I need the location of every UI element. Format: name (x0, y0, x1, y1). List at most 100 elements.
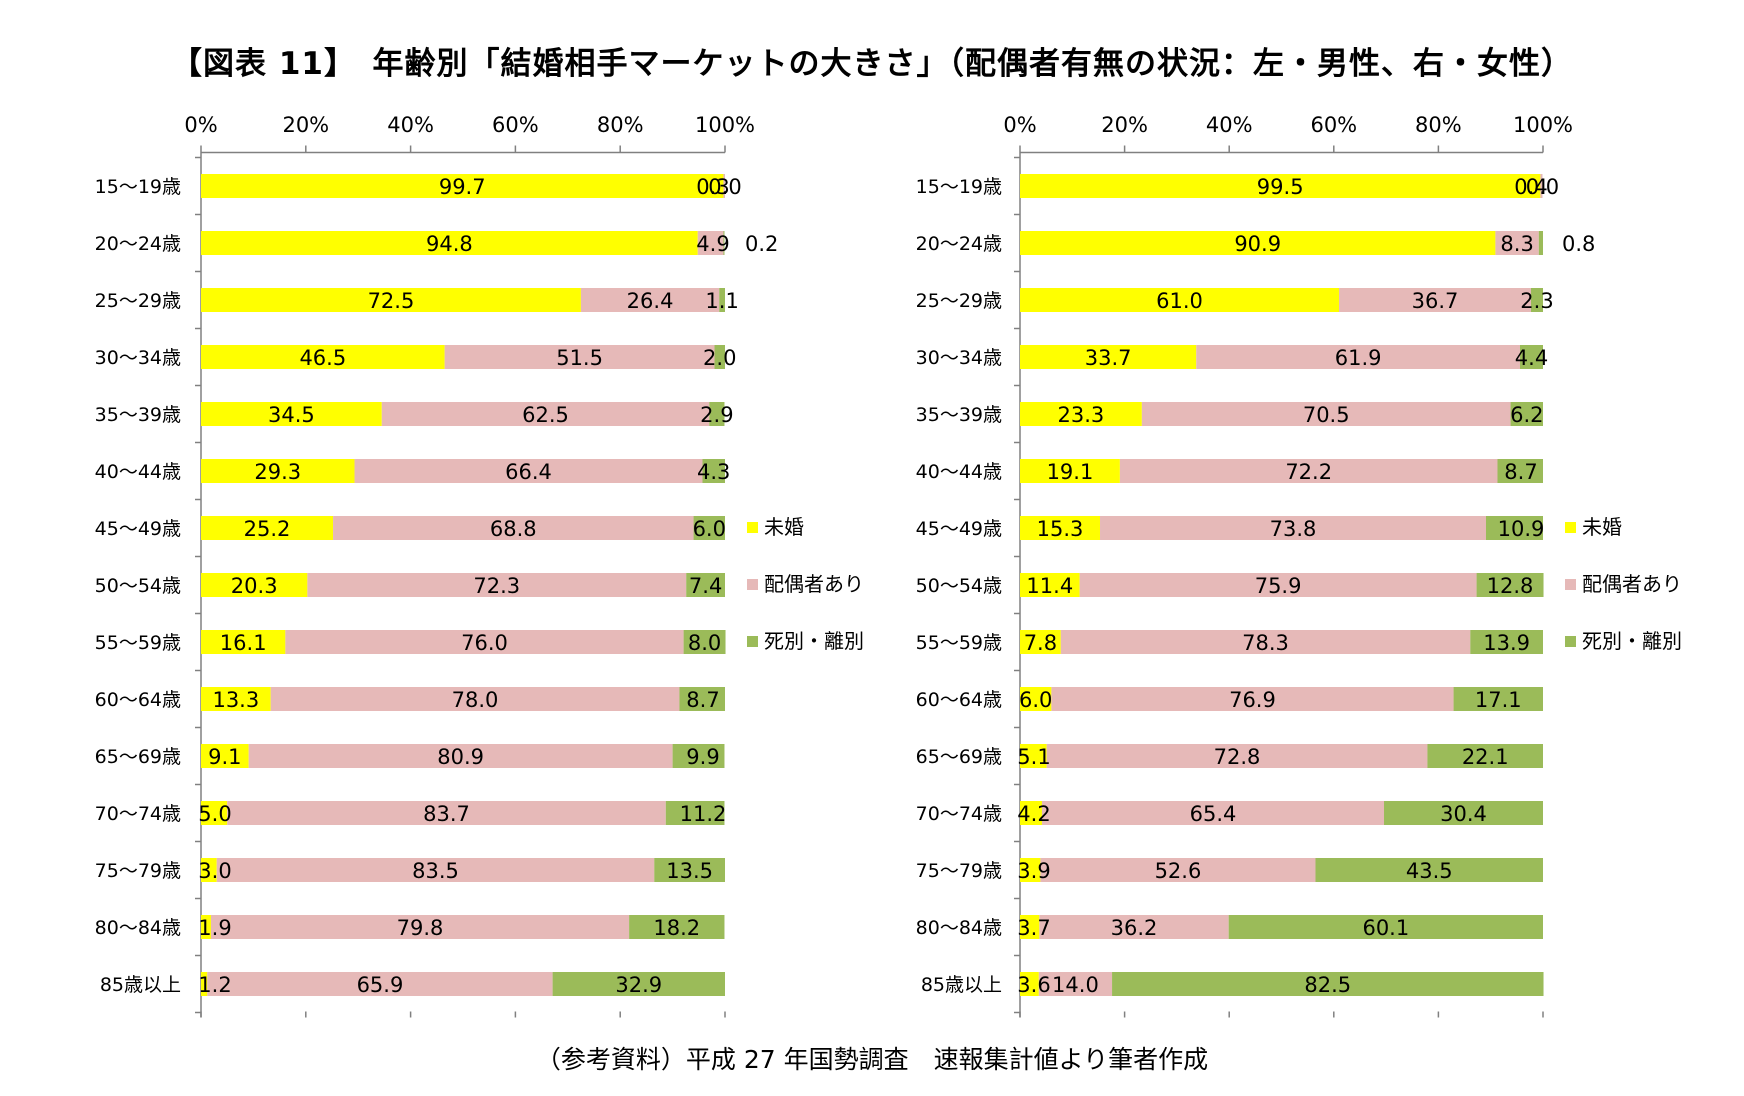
male-data-label-married: 62.5 (522, 403, 569, 427)
male-bar-married (381, 402, 710, 426)
female-data-label-married: 14.0 (1052, 973, 1099, 997)
female-data-label-unmarried: 15.3 (1037, 517, 1084, 541)
female-data-label-married: 75.9 (1255, 574, 1302, 598)
male-category-label: 70〜74歳 (95, 803, 181, 825)
female-bar-unmarried (1020, 915, 1040, 939)
female-data-label-widowed_divorced: 4.4 (1515, 346, 1548, 370)
female-bar-married (1038, 972, 1113, 996)
male-bar-married (697, 231, 724, 255)
male-bar-widowed_divorced (683, 630, 726, 654)
male-data-label-married: 65.9 (357, 973, 404, 997)
female-bar-widowed_divorced (1519, 345, 1543, 369)
male-bar-unmarried (201, 573, 308, 597)
male-category-label: 20〜24歳 (95, 233, 181, 255)
male-bar-married (723, 174, 725, 198)
female-bar-widowed_divorced (1315, 858, 1543, 882)
male-data-label-married: 66.4 (505, 460, 552, 484)
male-bar-widowed_divorced (665, 801, 725, 825)
female-bar-widowed_divorced (1384, 801, 1543, 825)
male-bar-unmarried (201, 687, 271, 711)
male-bar-widowed_divorced (709, 402, 725, 426)
female-x-tick-label: 100% (1513, 113, 1573, 137)
male-data-label-widowed_divorced: 2.0 (703, 346, 736, 370)
female-category-label: 35〜39歳 (916, 404, 1002, 426)
female-category-label: 40〜44歳 (916, 461, 1002, 483)
male-legend-swatch-widowed_divorced (747, 636, 758, 647)
female-data-label-unmarried: 19.1 (1047, 460, 1094, 484)
male-data-label-widowed_divorced: 9.9 (686, 745, 719, 769)
male-data-label-unmarried: 3.0 (198, 859, 231, 883)
male-data-label-married: 51.5 (556, 346, 603, 370)
male-data-label-unmarried: 5.0 (198, 802, 231, 826)
female-category-label: 45〜49歳 (916, 518, 1002, 540)
female-x-tick-label: 60% (1310, 113, 1357, 137)
male-data-label-married: 68.8 (490, 517, 537, 541)
female-bar-widowed_divorced (1427, 744, 1543, 768)
female-data-label-widowed_divorced: 8.7 (1504, 460, 1537, 484)
female-category-label: 85歳以上 (921, 974, 1002, 996)
female-bar-widowed_divorced (1497, 459, 1543, 483)
male-data-label-unmarried: 72.5 (368, 289, 415, 313)
male-bar-unmarried (201, 858, 217, 882)
male-category-label: 25〜29歳 (95, 290, 181, 312)
male-bar-widowed_divorced (719, 288, 725, 312)
female-data-label-unmarried: 3.7 (1017, 916, 1050, 940)
male-x-tick-label: 100% (695, 113, 755, 137)
male-bar-unmarried (201, 630, 286, 654)
male-bar-widowed_divorced (679, 687, 725, 711)
female-data-label-unmarried: 23.3 (1058, 403, 1105, 427)
male-bar-married (354, 459, 703, 483)
female-x-tick-label: 80% (1415, 113, 1462, 137)
male-data-label-widowed_divorced: 0.2 (745, 232, 778, 256)
male-data-label-married: 76.0 (461, 631, 508, 655)
male-bar-unmarried (201, 915, 211, 939)
female-bar-unmarried (1020, 801, 1042, 825)
female-category-label: 15〜19歳 (916, 176, 1002, 198)
female-bar-unmarried (1020, 459, 1120, 483)
female-data-label-married: 72.2 (1285, 460, 1332, 484)
female-bar-widowed_divorced (1485, 516, 1543, 540)
female-category-label: 50〜54歳 (916, 575, 1002, 597)
female-data-label-widowed_divorced: 17.1 (1475, 688, 1522, 712)
female-data-label-widowed_divorced: 82.5 (1304, 973, 1351, 997)
male-data-label-married: 79.8 (397, 916, 444, 940)
female-data-label-widowed_divorced: 22.1 (1462, 745, 1509, 769)
male-data-label-married: 80.9 (437, 745, 484, 769)
male-data-label-widowed_divorced: 7.4 (689, 574, 722, 598)
female-bar-widowed_divorced (1470, 630, 1543, 654)
female-data-label-widowed_divorced: 0.0 (1526, 175, 1559, 199)
male-category-label: 30〜34歳 (95, 347, 181, 369)
female-data-label-married: 36.7 (1412, 289, 1459, 313)
female-bar-unmarried (1020, 231, 1496, 255)
female-data-label-unmarried: 6.0 (1019, 688, 1052, 712)
female-category-label: 20〜24歳 (916, 233, 1002, 255)
male-bar-unmarried (201, 459, 355, 483)
female-bar-married (1495, 231, 1539, 255)
male-data-label-widowed_divorced: 11.2 (680, 802, 727, 826)
male-data-label-widowed_divorced: 0.0 (708, 175, 741, 199)
female-bar-unmarried (1020, 687, 1052, 711)
female-bar-married (1060, 630, 1471, 654)
male-bar-widowed_divorced (714, 345, 725, 369)
female-data-label-unmarried: 4.2 (1017, 802, 1050, 826)
male-data-label-unmarried: 99.7 (439, 175, 486, 199)
male-data-label-married: 78.0 (452, 688, 499, 712)
male-data-label-unmarried: 1.2 (198, 973, 231, 997)
female-x-tick-label: 0% (1003, 113, 1036, 137)
female-category-label: 30〜34歳 (916, 347, 1002, 369)
male-data-label-widowed_divorced: 6.0 (693, 517, 726, 541)
male-bar-married (270, 687, 680, 711)
female-legend-swatch-unmarried (1565, 522, 1576, 533)
male-category-label: 50〜54歳 (95, 575, 181, 597)
female-bar-unmarried (1020, 288, 1340, 312)
female-bar-married (1079, 573, 1477, 597)
female-category-label: 65〜69歳 (916, 746, 1002, 768)
female-data-label-widowed_divorced: 0.8 (1562, 232, 1595, 256)
male-data-label-unmarried: 9.1 (208, 745, 241, 769)
male-data-label-unmarried: 1.9 (198, 916, 231, 940)
male-category-label: 85歳以上 (100, 974, 181, 996)
female-bar-widowed_divorced (1530, 288, 1543, 312)
female-data-label-widowed_divorced: 10.9 (1498, 517, 1545, 541)
female-category-label: 60〜64歳 (916, 689, 1002, 711)
female-category-label: 80〜84歳 (916, 917, 1002, 939)
